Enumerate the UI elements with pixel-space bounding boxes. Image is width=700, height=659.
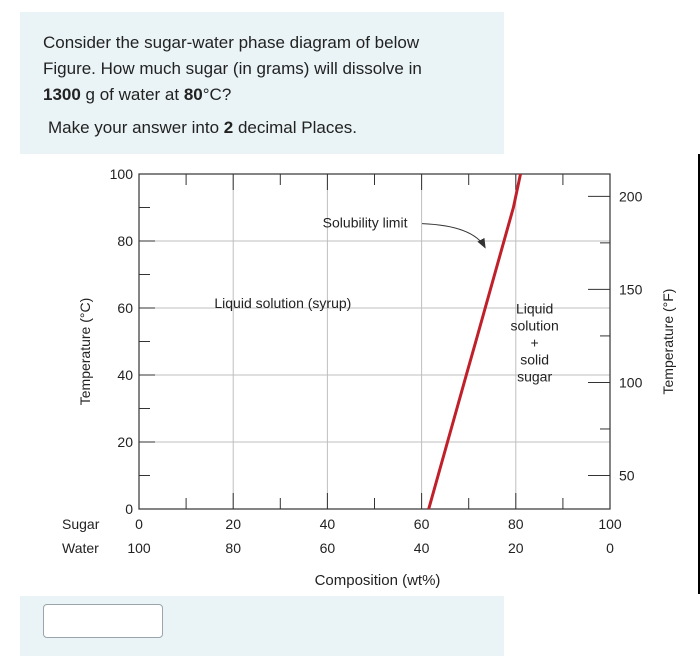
- x-tick-label-sugar: 20: [225, 516, 241, 532]
- solubility-curve: [427, 173, 522, 510]
- question-line-1: Consider the sugar-water phase diagram o…: [43, 33, 420, 52]
- series: [427, 173, 522, 510]
- decimal-places-count: 2: [223, 118, 234, 137]
- y-tick-label-right: 50: [619, 468, 635, 484]
- two-phase-region-label: +: [531, 335, 539, 351]
- x-tick-label-water: 100: [127, 540, 151, 556]
- y-axis-label: Temperature (°C): [77, 298, 93, 406]
- question-text: Consider the sugar-water phase diagram o…: [43, 30, 493, 108]
- question-line-3: 1300 g of water at 80°C?: [43, 82, 493, 108]
- y-tick-label: 100: [110, 166, 134, 182]
- question-line-3-mid: g of water at: [80, 85, 184, 104]
- grid: [139, 174, 610, 509]
- x-tick-label-water: 80: [225, 540, 241, 556]
- y-axis-label-right: Temperature (°F): [660, 289, 676, 395]
- solubility-limit-arrow: [422, 223, 486, 249]
- y-tick-label: 40: [117, 367, 133, 383]
- page-edge-line: [698, 154, 700, 594]
- y-tick-label-right: 100: [619, 374, 643, 390]
- phase-diagram-figure: 0 20 40 60 80 100 50 100 150 200 0 20 40 60 80 100 100 80…: [42, 154, 700, 594]
- answer-input[interactable]: [43, 604, 163, 638]
- x-tick-label-sugar: 80: [508, 516, 524, 532]
- two-phase-region-label: solution: [511, 318, 559, 334]
- temperature-value: 80: [183, 85, 203, 104]
- x-tick-label-water: 40: [414, 540, 430, 556]
- question-panel: [20, 12, 504, 154]
- x-row-label-water: Water: [62, 540, 99, 556]
- instruction-pre: Make your answer into: [48, 118, 224, 137]
- y-tick-label: 60: [117, 300, 133, 316]
- water-amount: 1300: [43, 85, 81, 104]
- y-tick-label: 0: [125, 501, 133, 517]
- annotations: Solubility limit Liquid solution (syrup) L…: [214, 215, 558, 385]
- x-tick-label-sugar: 40: [320, 516, 336, 532]
- axis-ticks: [139, 174, 610, 509]
- x-tick-label-water: 0: [606, 540, 614, 556]
- two-phase-region-label: sugar: [517, 369, 552, 385]
- two-phase-region-label: solid: [520, 352, 549, 368]
- question-line-3-end: °C?: [202, 85, 232, 104]
- y-tick-label-right: 200: [619, 188, 643, 204]
- x-row-label-sugar: Sugar: [62, 516, 100, 532]
- instruction-text: Make your answer into 2 decimal Places.: [48, 118, 357, 138]
- x-tick-label-sugar: 100: [598, 516, 622, 532]
- plot-frame: [138, 173, 611, 510]
- solubility-limit-label: Solubility limit: [323, 215, 408, 231]
- x-axis-label: Composition (wt%): [315, 572, 441, 589]
- two-phase-region-label: Liquid: [516, 301, 553, 317]
- x-tick-label-water: 60: [320, 540, 336, 556]
- y-tick-label: 80: [117, 233, 133, 249]
- y-tick-label-right: 150: [619, 281, 643, 297]
- question-line-2: Figure. How much sugar (in grams) will d…: [43, 59, 422, 78]
- y-tick-label: 20: [117, 434, 133, 450]
- instruction-post: decimal Places.: [233, 118, 357, 137]
- x-tick-label-sugar: 0: [135, 516, 143, 532]
- x-tick-label-sugar: 60: [414, 516, 430, 532]
- x-tick-label-water: 20: [508, 540, 524, 556]
- liquid-region-label: Liquid solution (syrup): [214, 295, 351, 311]
